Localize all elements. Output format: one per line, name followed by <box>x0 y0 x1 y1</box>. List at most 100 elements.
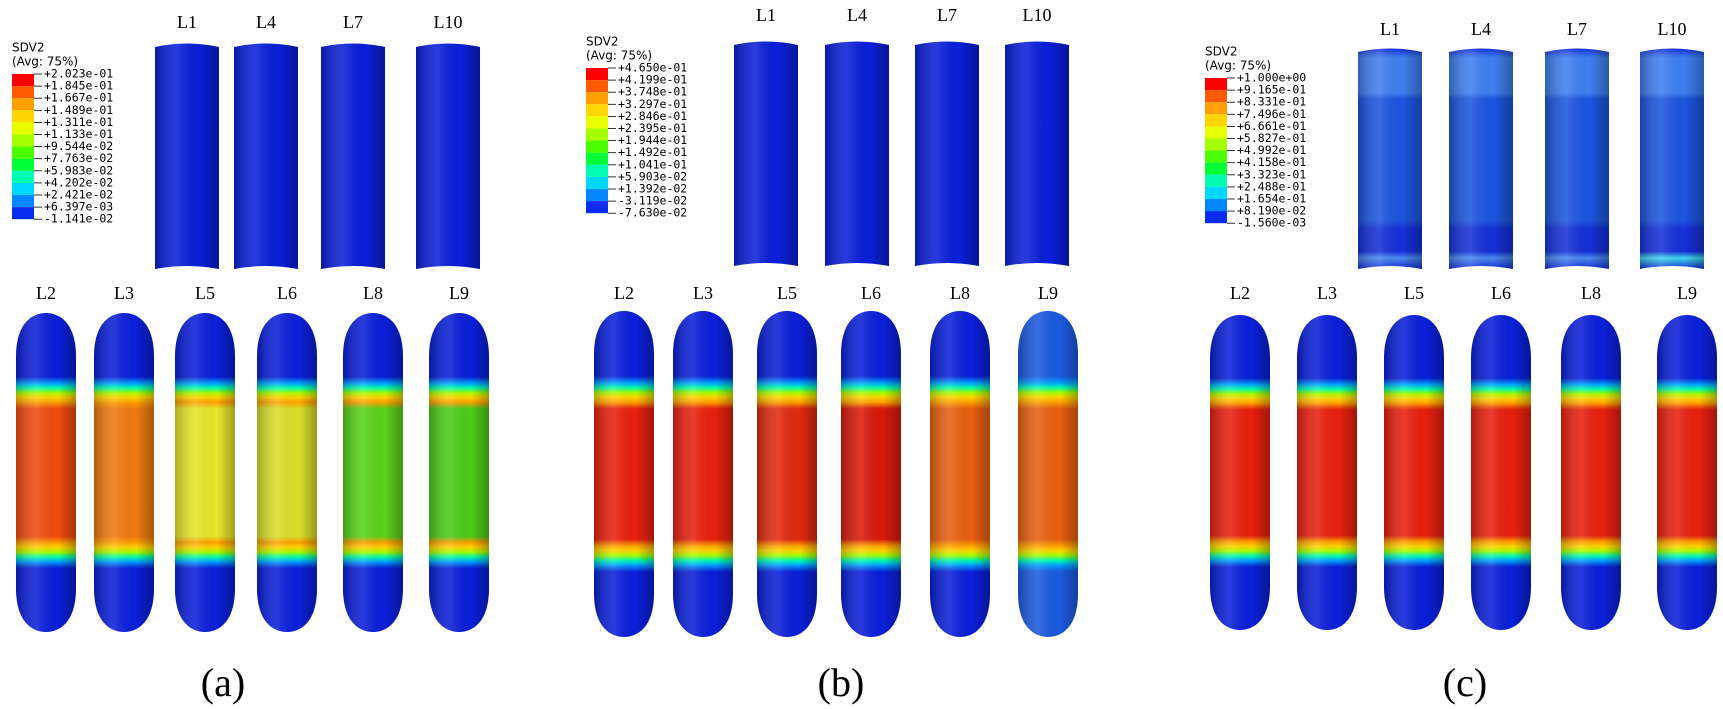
specimen-shade <box>416 44 480 270</box>
specimen-shade <box>915 42 979 267</box>
legend-swatch <box>12 98 34 110</box>
specimen-shade <box>155 44 219 270</box>
panel-caption: (b) <box>818 660 865 705</box>
legend-swatch <box>1205 90 1227 102</box>
legend-title: SDV2 <box>586 35 619 49</box>
specimen-shade <box>343 313 403 632</box>
legend-swatch <box>1205 126 1227 138</box>
specimen-shade <box>234 44 298 270</box>
specimen-shade <box>734 42 798 267</box>
specimen-shade <box>1005 42 1069 267</box>
legend-swatch <box>586 189 608 201</box>
legend-swatch <box>12 171 34 183</box>
specimen-label: L8 <box>363 283 383 303</box>
legend-swatch <box>12 183 34 195</box>
specimen-label: L7 <box>1567 19 1587 39</box>
specimen-shade <box>1561 315 1621 630</box>
specimen-shade <box>594 311 654 637</box>
specimen-label: L10 <box>1023 5 1052 25</box>
legend-swatch <box>1205 211 1227 223</box>
panel: SDV2(Avg: 75%)+1.000e+00+9.165e-01+8.331… <box>1205 19 1717 705</box>
specimen-shade <box>757 311 817 637</box>
specimen-label: L1 <box>756 5 776 25</box>
specimen-label: L10 <box>434 12 463 32</box>
legend-swatch <box>586 92 608 104</box>
specimen-label: L1 <box>177 12 197 32</box>
specimen-label: L9 <box>1677 283 1697 303</box>
specimen-shade <box>825 42 889 267</box>
legend-swatch <box>586 68 608 80</box>
specimen-shade <box>321 44 385 270</box>
legend-swatch <box>12 110 34 122</box>
legend-swatch <box>586 141 608 153</box>
specimen-shade <box>257 313 317 632</box>
specimen-shade <box>1545 49 1609 270</box>
legend-swatch <box>12 86 34 98</box>
specimen-shade <box>429 313 489 632</box>
specimen-shade <box>1210 315 1270 630</box>
specimen-label: L4 <box>256 12 276 32</box>
specimen-shade <box>1657 315 1717 630</box>
legend-swatch <box>586 104 608 116</box>
specimen-shade <box>94 313 154 632</box>
legend-swatch <box>586 116 608 128</box>
specimen-shade <box>1449 49 1513 270</box>
legend-swatch <box>12 74 34 86</box>
specimen-shade <box>1018 311 1078 637</box>
specimen-label: L6 <box>277 283 297 303</box>
specimen-label: L8 <box>950 283 970 303</box>
specimen-label: L7 <box>937 5 957 25</box>
legend-swatch <box>586 165 608 177</box>
panel: SDV2(Avg: 75%)+4.650e-01+4.199e-01+3.748… <box>586 5 1078 705</box>
legend-swatch <box>586 129 608 141</box>
specimen-label: L4 <box>847 5 867 25</box>
panel: SDV2(Avg: 75%)+2.023e-01+1.845e-01+1.667… <box>12 12 489 705</box>
specimen-shade <box>16 313 76 632</box>
specimen-label: L2 <box>614 283 634 303</box>
specimen-label: L2 <box>1230 283 1250 303</box>
specimen-shade <box>930 311 990 637</box>
specimen-shade <box>1384 315 1444 630</box>
legend-swatch <box>1205 187 1227 199</box>
specimen-label: L5 <box>195 283 215 303</box>
specimen-label: L6 <box>861 283 881 303</box>
legend-swatch <box>1205 151 1227 163</box>
specimen-label: L9 <box>449 283 469 303</box>
specimen-label: L7 <box>343 12 363 32</box>
specimen-label: L5 <box>1404 283 1424 303</box>
legend-label: -1.560e-03 <box>1237 216 1306 230</box>
specimen-label: L10 <box>1658 19 1687 39</box>
specimen-shade <box>673 311 733 637</box>
specimen-label: L1 <box>1380 19 1400 39</box>
legend-swatch <box>586 153 608 165</box>
legend-swatch <box>12 159 34 171</box>
specimen-label: L8 <box>1581 283 1601 303</box>
legend-title: SDV2 <box>1205 45 1238 59</box>
legend-swatch <box>1205 175 1227 187</box>
legend-swatch <box>12 135 34 147</box>
specimen-shade <box>841 311 901 637</box>
panel-caption: (a) <box>201 660 245 705</box>
legend-swatch <box>12 147 34 159</box>
specimen-shade <box>175 313 235 632</box>
specimen-shade <box>1358 49 1422 270</box>
specimen-label: L3 <box>693 283 713 303</box>
specimen-label: L3 <box>114 283 134 303</box>
legend-swatch <box>12 195 34 207</box>
panel-caption: (c) <box>1443 660 1487 705</box>
legend-swatch <box>1205 163 1227 175</box>
legend-swatch <box>1205 78 1227 90</box>
specimen-label: L2 <box>36 283 56 303</box>
legend-swatch <box>586 201 608 213</box>
figure: SDV2(Avg: 75%)+2.023e-01+1.845e-01+1.667… <box>0 0 1723 709</box>
legend-swatch <box>1205 199 1227 211</box>
legend-swatch <box>1205 139 1227 151</box>
legend-swatch <box>586 80 608 92</box>
specimen-label: L9 <box>1038 283 1058 303</box>
legend-title: SDV2 <box>12 41 45 55</box>
legend-swatch <box>12 207 34 219</box>
legend-swatch <box>1205 114 1227 126</box>
legend-swatch <box>586 177 608 189</box>
legend-swatch <box>1205 102 1227 114</box>
specimen-label: L6 <box>1491 283 1511 303</box>
